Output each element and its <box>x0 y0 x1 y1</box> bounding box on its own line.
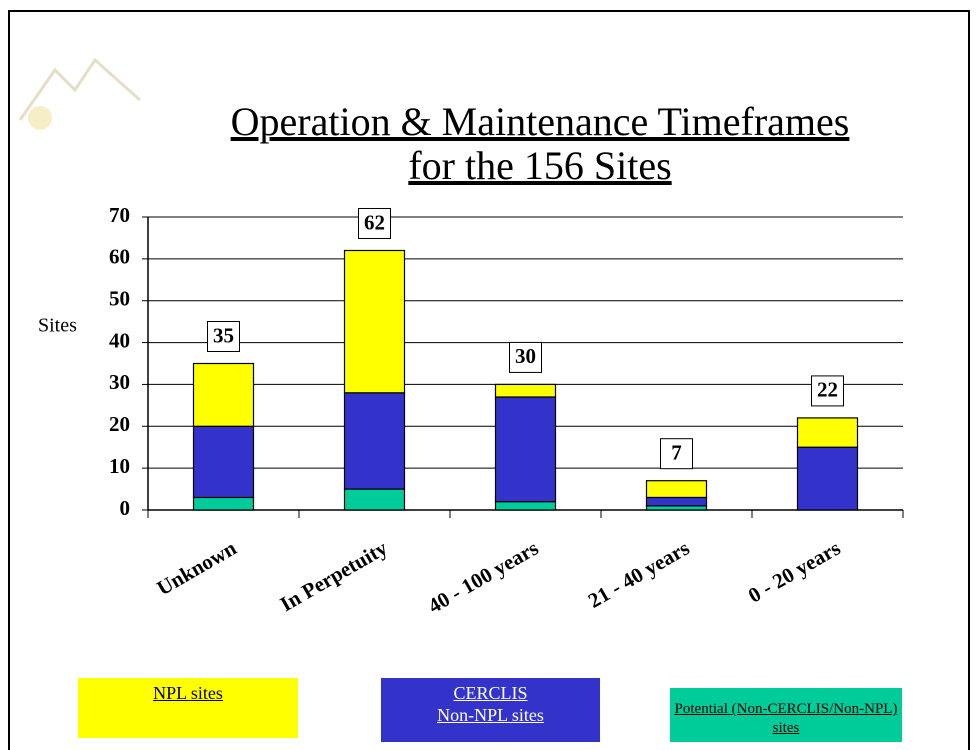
x-tick-label: In Perpetuity <box>276 535 392 616</box>
total-label: 22 <box>817 378 838 402</box>
x-tick-label: Unknown <box>153 536 241 601</box>
bar-segment <box>798 447 858 510</box>
chart: Sites 0 10 20 30 40 50 60 70 35 Unknown 62 In Perpe… <box>0 0 979 742</box>
bar-segment <box>345 250 405 392</box>
y-axis-label: Sites <box>38 315 77 337</box>
x-tick-label: 40 - 100 years <box>424 536 543 618</box>
y-tick-label: 0 <box>120 496 131 520</box>
x-tick-label: 0 - 20 years <box>744 536 844 608</box>
bar-segment <box>496 384 556 397</box>
total-label: 35 <box>213 323 234 347</box>
bar-segment <box>647 481 707 498</box>
y-tick-label: 10 <box>109 454 130 478</box>
y-tick-label: 40 <box>109 328 130 352</box>
legend-entry: NPL sites <box>78 678 298 738</box>
total-label: 30 <box>515 344 536 368</box>
bar-segment <box>496 502 556 510</box>
bar-segment <box>647 497 707 505</box>
y-tick-label: 70 <box>109 203 130 227</box>
bar-segment <box>194 426 254 497</box>
logo <box>20 60 140 130</box>
y-tick-label: 20 <box>109 412 130 436</box>
x-tick-label: 21 - 40 years <box>584 536 693 613</box>
bar-segment <box>345 489 405 510</box>
legend-entry: Potential (Non-CERCLIS/Non-NPL) sites <box>670 688 902 742</box>
y-tick-label: 30 <box>109 370 130 394</box>
bar-segment <box>798 418 858 447</box>
total-label: 7 <box>671 441 682 465</box>
bar-segment <box>496 397 556 502</box>
legend-entry: CERCLIS Non-NPL sites <box>381 678 600 742</box>
logo-figure <box>28 106 52 130</box>
bar-segment <box>194 364 254 427</box>
bar-segment <box>345 393 405 489</box>
bar-segment <box>194 497 254 510</box>
page: Operation & Maintenance Timeframes for t… <box>0 0 979 742</box>
y-tick-label: 50 <box>109 287 130 311</box>
bar-segment <box>647 506 707 510</box>
total-label: 62 <box>364 210 385 234</box>
y-tick-label: 60 <box>109 245 130 269</box>
